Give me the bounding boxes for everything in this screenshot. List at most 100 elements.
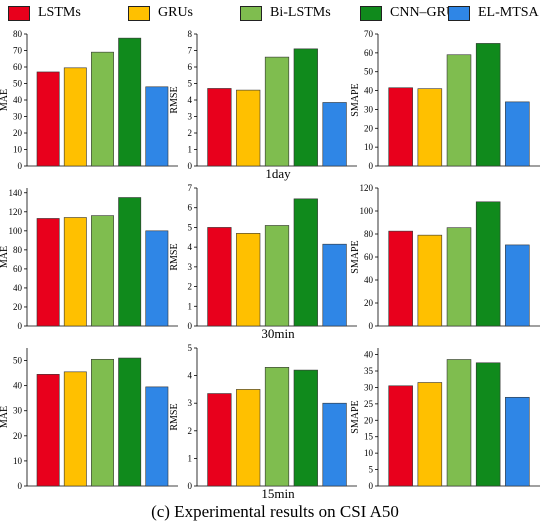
- bar-cnn-grus: [118, 357, 142, 487]
- bar-cnn-grus: [118, 37, 142, 167]
- y-tick-label: 140: [9, 188, 23, 198]
- y-tick-label: 1: [188, 145, 193, 155]
- y-tick-label: 50: [13, 356, 23, 366]
- bar-el-mtsa: [145, 86, 169, 167]
- bar-cnn-grus: [293, 198, 318, 327]
- bar-cnn-grus: [118, 197, 142, 327]
- y-tick-label: 5: [188, 343, 193, 353]
- bar-el-mtsa: [505, 396, 530, 487]
- bar-bi-lstms: [446, 227, 472, 327]
- y-tick-label: 70: [364, 29, 374, 39]
- y-tick-label: 0: [369, 161, 374, 171]
- y-tick-label: 8: [188, 29, 193, 39]
- bar-grus: [63, 371, 87, 487]
- legend-label: Bi-LSTMs: [270, 5, 331, 20]
- y-tick-label: 120: [9, 207, 23, 217]
- y-tick-label: 6: [188, 203, 193, 213]
- y-tick-label: 30: [364, 382, 374, 392]
- bar-grus: [236, 233, 261, 327]
- y-tick-label: 25: [364, 399, 374, 409]
- bar-bi-lstms: [264, 56, 290, 167]
- bar-lstms: [36, 374, 60, 487]
- y-tick-label: 5: [188, 79, 193, 89]
- y-tick-label: 15: [364, 432, 374, 442]
- y-tick-label: 10: [13, 456, 23, 466]
- y-tick-label: 30: [364, 104, 374, 114]
- y-tick-label: 10: [364, 142, 374, 152]
- bar-el-mtsa: [322, 243, 347, 327]
- bar-cnn-grus: [475, 201, 501, 327]
- chart-panel-4: 0 1 2 3 4 5 6 7 RMSE: [169, 183, 357, 331]
- bar-grus: [236, 389, 261, 487]
- legend: LSTMs GRUs Bi-LSTMs CNN–GRUs EL-MTSA: [0, 0, 550, 26]
- y-tick-label: 100: [9, 226, 23, 236]
- bar-cnn-grus: [475, 362, 501, 487]
- y-tick-label: 10: [13, 145, 23, 155]
- bar-el-mtsa: [505, 101, 530, 167]
- y-tick-label: 40: [364, 86, 374, 96]
- y-tick-label: 5: [369, 465, 374, 475]
- y-tick-label: 20: [13, 431, 23, 441]
- legend-label: EL-MTSA: [478, 5, 539, 20]
- y-tick-label: 60: [364, 252, 374, 262]
- bar-bi-lstms: [91, 215, 114, 327]
- bar-bi-lstms: [91, 358, 114, 487]
- y-tick-label: 0: [369, 481, 374, 491]
- y-axis-label: RMSE: [169, 403, 180, 430]
- bar-lstms: [207, 393, 232, 487]
- y-tick-label: 40: [13, 283, 23, 293]
- bar-grus: [417, 88, 443, 167]
- y-tick-label: 3: [188, 112, 193, 122]
- chart-panel-6: 0 10 20 30 40 50 MAE: [0, 348, 178, 491]
- legend-swatch: [448, 5, 470, 21]
- y-tick-label: 0: [18, 481, 23, 491]
- chart-panel-7: 0 1 2 3 4 5 RMSE: [169, 343, 357, 491]
- y-axis-label: SMAPE: [350, 400, 361, 433]
- y-tick-label: 0: [188, 481, 193, 491]
- y-tick-label: 4: [188, 242, 193, 252]
- bar-grus: [417, 234, 443, 327]
- bar-lstms: [36, 218, 60, 327]
- bar-lstms: [36, 71, 60, 167]
- legend-item-4: EL-MTSA: [448, 3, 539, 23]
- row-label: 30min: [261, 326, 295, 341]
- bar-el-mtsa: [322, 402, 347, 487]
- bar-el-mtsa: [322, 102, 347, 167]
- chart-panel-1: 0 1 2 3 4 5 6 7 8 RMSE: [169, 29, 357, 171]
- bar-bi-lstms: [446, 54, 472, 167]
- bar-grus: [236, 89, 261, 167]
- y-tick-label: 20: [13, 302, 23, 312]
- chart-panel-8: 0 5 10 15 20 25 30 35 40 SMAPE: [350, 348, 540, 491]
- y-tick-label: 2: [188, 426, 193, 436]
- bar-lstms: [207, 88, 232, 167]
- bar-grus: [63, 67, 87, 167]
- legend-item-1: GRUs: [128, 3, 193, 23]
- y-tick-label: 6: [188, 62, 193, 72]
- y-tick-label: 3: [188, 398, 193, 408]
- bar-cnn-grus: [293, 48, 318, 167]
- y-tick-label: 7: [188, 46, 193, 56]
- bar-grus: [417, 382, 443, 487]
- y-tick-label: 0: [18, 321, 23, 331]
- legend-label: LSTMs: [38, 5, 81, 20]
- bar-lstms: [388, 87, 413, 167]
- bar-el-mtsa: [145, 230, 169, 327]
- bar-grus: [63, 217, 87, 327]
- bar-el-mtsa: [145, 386, 169, 487]
- bar-lstms: [388, 230, 413, 327]
- y-tick-label: 80: [13, 245, 23, 255]
- y-tick-label: 3: [188, 262, 193, 272]
- y-axis-label: MAE: [0, 246, 10, 268]
- y-tick-label: 0: [369, 321, 374, 331]
- legend-swatch: [240, 5, 262, 21]
- legend-item-3: CNN–GRUs: [360, 3, 462, 23]
- y-tick-label: 5: [188, 222, 193, 232]
- legend-swatch: [128, 5, 150, 21]
- y-axis-label: SMAPE: [350, 83, 361, 116]
- legend-swatch: [8, 5, 30, 21]
- y-tick-label: 60: [13, 62, 23, 72]
- y-tick-label: 0: [188, 321, 193, 331]
- bar-bi-lstms: [446, 359, 472, 487]
- figure-caption: (c) Experimental results on CSI A50: [151, 502, 399, 521]
- y-tick-label: 4: [188, 371, 193, 381]
